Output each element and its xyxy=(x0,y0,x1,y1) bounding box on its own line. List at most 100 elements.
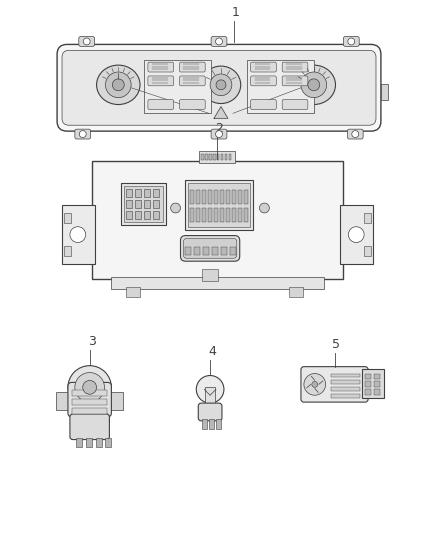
Text: 2: 2 xyxy=(215,122,223,135)
FancyBboxPatch shape xyxy=(211,129,227,139)
Bar xyxy=(135,200,141,208)
Bar xyxy=(230,247,236,255)
Bar xyxy=(244,208,247,222)
FancyBboxPatch shape xyxy=(343,37,359,46)
Bar xyxy=(153,189,159,197)
Bar xyxy=(95,438,102,447)
FancyBboxPatch shape xyxy=(180,236,240,261)
Bar xyxy=(76,438,82,447)
Circle shape xyxy=(210,74,232,95)
Bar xyxy=(331,394,360,398)
Bar xyxy=(194,247,200,255)
Circle shape xyxy=(216,80,226,90)
FancyBboxPatch shape xyxy=(68,382,111,417)
Bar xyxy=(244,190,247,204)
FancyBboxPatch shape xyxy=(57,44,381,131)
FancyBboxPatch shape xyxy=(251,76,276,86)
Bar xyxy=(62,205,95,264)
Circle shape xyxy=(75,373,105,402)
Bar xyxy=(126,189,132,197)
Bar xyxy=(331,374,360,377)
FancyBboxPatch shape xyxy=(282,100,308,109)
FancyBboxPatch shape xyxy=(148,76,173,86)
FancyBboxPatch shape xyxy=(301,367,368,402)
Bar xyxy=(144,189,150,197)
Bar xyxy=(144,200,150,208)
Text: 3: 3 xyxy=(88,335,95,348)
Circle shape xyxy=(83,381,96,394)
Bar xyxy=(220,208,224,222)
Bar xyxy=(374,374,380,379)
FancyBboxPatch shape xyxy=(184,239,237,259)
Bar xyxy=(217,154,219,160)
Circle shape xyxy=(171,203,180,213)
FancyBboxPatch shape xyxy=(62,50,376,125)
FancyBboxPatch shape xyxy=(79,37,95,46)
Bar xyxy=(212,247,218,255)
Bar xyxy=(72,390,107,396)
Ellipse shape xyxy=(201,66,241,103)
Bar xyxy=(205,387,215,405)
Bar xyxy=(185,247,191,255)
Bar xyxy=(362,369,384,398)
Circle shape xyxy=(352,131,359,138)
Bar xyxy=(106,438,111,447)
Bar xyxy=(225,154,227,160)
Bar xyxy=(364,213,371,223)
Bar xyxy=(365,389,371,395)
Bar xyxy=(209,419,214,429)
Circle shape xyxy=(259,203,269,213)
Bar xyxy=(220,190,224,204)
Bar xyxy=(289,287,303,297)
Bar xyxy=(188,183,250,227)
Bar xyxy=(205,154,208,160)
Bar xyxy=(221,154,223,160)
FancyBboxPatch shape xyxy=(211,37,227,46)
Bar xyxy=(213,154,215,160)
Bar xyxy=(381,84,388,100)
Bar xyxy=(135,211,141,219)
Bar xyxy=(229,154,231,160)
Circle shape xyxy=(196,376,224,403)
Circle shape xyxy=(304,374,325,395)
Bar xyxy=(185,180,253,230)
Bar xyxy=(203,247,209,255)
Bar xyxy=(232,208,236,222)
Bar xyxy=(221,247,227,255)
Bar xyxy=(191,190,194,204)
Bar xyxy=(202,208,206,222)
Bar xyxy=(126,200,132,208)
Bar xyxy=(110,392,123,410)
Bar xyxy=(226,190,230,204)
Bar xyxy=(72,399,107,405)
FancyBboxPatch shape xyxy=(180,62,205,72)
Bar xyxy=(121,183,166,225)
Bar xyxy=(126,287,140,297)
Bar xyxy=(331,387,360,391)
FancyBboxPatch shape xyxy=(251,100,276,109)
Bar xyxy=(153,200,159,208)
FancyBboxPatch shape xyxy=(198,403,222,421)
Bar xyxy=(86,438,92,447)
FancyBboxPatch shape xyxy=(282,62,308,72)
Bar xyxy=(202,269,218,281)
FancyBboxPatch shape xyxy=(148,100,173,109)
Bar xyxy=(374,389,380,395)
Bar xyxy=(247,60,314,114)
Bar xyxy=(111,277,324,289)
Circle shape xyxy=(301,72,327,98)
Bar xyxy=(216,419,221,429)
FancyBboxPatch shape xyxy=(180,100,205,109)
Bar xyxy=(199,151,235,163)
Bar xyxy=(202,419,207,429)
Bar xyxy=(153,211,159,219)
Bar xyxy=(364,246,371,256)
FancyBboxPatch shape xyxy=(75,129,91,139)
Bar xyxy=(365,382,371,387)
FancyBboxPatch shape xyxy=(148,62,173,72)
Ellipse shape xyxy=(292,65,336,104)
Ellipse shape xyxy=(96,65,140,104)
FancyBboxPatch shape xyxy=(251,62,276,72)
Bar xyxy=(201,154,204,160)
Bar xyxy=(126,211,132,219)
